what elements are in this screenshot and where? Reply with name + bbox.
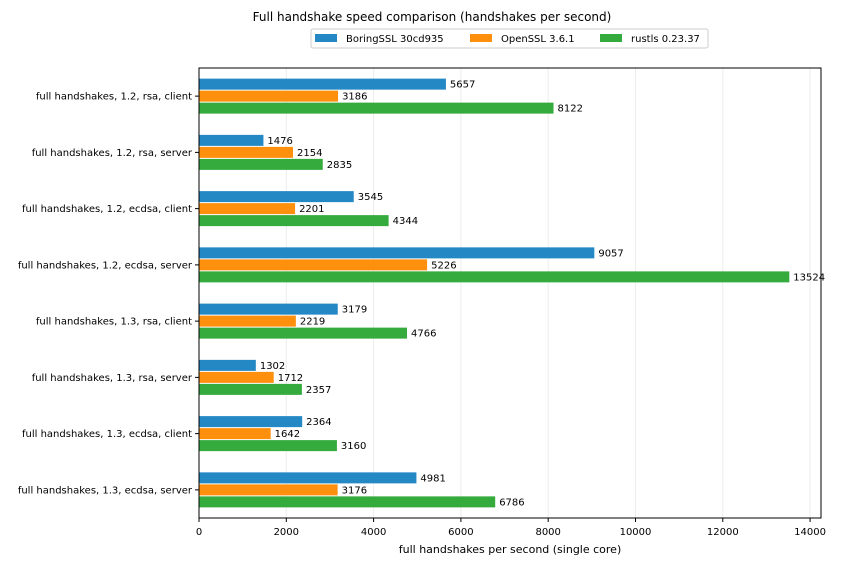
data-label: 2201 <box>299 204 324 215</box>
legend-swatch <box>315 34 337 42</box>
data-label: 1476 <box>267 136 292 147</box>
data-label: 3186 <box>342 92 367 103</box>
bar <box>199 359 256 371</box>
data-label: 4344 <box>393 216 418 227</box>
y-tick-label: full handshakes, 1.3, rsa, server <box>32 373 193 384</box>
bar <box>199 371 274 383</box>
data-label: 6786 <box>499 497 524 508</box>
data-label: 4981 <box>420 473 445 484</box>
data-label: 3179 <box>342 305 367 316</box>
y-tick-label: full handshakes, 1.3, ecdsa, server <box>18 485 193 496</box>
bar <box>199 203 296 215</box>
bar <box>199 472 417 484</box>
legend-label: BoringSSL 30cd935 <box>346 34 444 45</box>
data-label: 2357 <box>306 385 331 396</box>
x-tick-label: 12000 <box>707 527 739 538</box>
y-tick-label: full handshakes, 1.2, rsa, server <box>32 148 193 159</box>
bar <box>199 416 303 428</box>
bar <box>199 102 554 114</box>
data-label: 2364 <box>306 417 331 428</box>
x-axis: 0 2000 4000 6000 8000 10000 12000 14000 <box>196 518 826 538</box>
bar <box>199 134 264 146</box>
bar <box>199 271 790 283</box>
y-tick-label: full handshakes, 1.2, ecdsa, server <box>18 260 193 271</box>
data-label: 3160 <box>341 441 366 452</box>
legend-swatch <box>470 34 492 42</box>
data-label: 13524 <box>793 272 825 283</box>
bar <box>199 146 294 158</box>
data-label: 9057 <box>598 248 623 259</box>
grid <box>285 68 811 518</box>
legend-swatch <box>600 34 622 42</box>
x-tick-label: 0 <box>196 527 202 538</box>
y-tick-label: full handshakes, 1.3, rsa, client <box>36 317 192 328</box>
data-label: 1642 <box>275 429 300 440</box>
data-label: 1712 <box>278 373 303 384</box>
data-label: 2154 <box>297 148 322 159</box>
data-label: 2219 <box>300 317 325 328</box>
bar <box>199 484 338 496</box>
x-axis-label: full handshakes per second (single core) <box>399 543 622 556</box>
bar <box>199 428 271 440</box>
data-label: 1302 <box>260 361 285 372</box>
x-tick-label: 2000 <box>274 527 299 538</box>
y-axis: full handshakes, 1.2, rsa, client full ha… <box>18 92 199 496</box>
plot-frame <box>198 67 822 519</box>
bar <box>199 78 446 90</box>
data-label: 5657 <box>450 80 475 91</box>
bar <box>199 259 428 271</box>
bar <box>199 383 302 395</box>
data-label: 4766 <box>411 329 436 340</box>
x-tick-label: 10000 <box>620 527 652 538</box>
bar <box>199 496 496 508</box>
chart-title: Full handshake speed comparison (handsha… <box>253 10 612 24</box>
x-tick-label: 6000 <box>448 527 473 538</box>
data-label: 8122 <box>558 104 583 115</box>
data-label: 3176 <box>342 485 367 496</box>
bar <box>199 158 323 170</box>
x-tick-label: 14000 <box>794 527 826 538</box>
bar <box>199 440 337 452</box>
y-tick-label: full handshakes, 1.2, rsa, client <box>36 92 192 103</box>
data-label: 5226 <box>431 260 456 271</box>
bar <box>199 191 354 203</box>
legend: BoringSSL 30cd935 OpenSSL 3.6.1 rustls 0.2… <box>310 28 709 49</box>
bar <box>199 315 296 327</box>
bar <box>199 215 389 227</box>
y-tick-label: full handshakes, 1.3, ecdsa, client <box>22 429 192 440</box>
bar <box>199 303 338 315</box>
legend-box <box>310 28 709 49</box>
y-tick-label: full handshakes, 1.2, ecdsa, client <box>22 204 192 215</box>
bar <box>199 327 408 339</box>
data-label: 3545 <box>358 192 383 203</box>
legend-label: OpenSSL 3.6.1 <box>501 34 575 45</box>
data-label: 2835 <box>327 160 352 171</box>
bars: 5657 3186 8122 1476 2154 2835 3545 2201 4344 9057… <box>199 78 825 508</box>
legend-label: rustls 0.23.37 <box>631 34 700 45</box>
bar <box>199 90 339 102</box>
x-tick-label: 4000 <box>361 527 386 538</box>
bar <box>199 247 595 259</box>
x-tick-label: 8000 <box>535 527 560 538</box>
